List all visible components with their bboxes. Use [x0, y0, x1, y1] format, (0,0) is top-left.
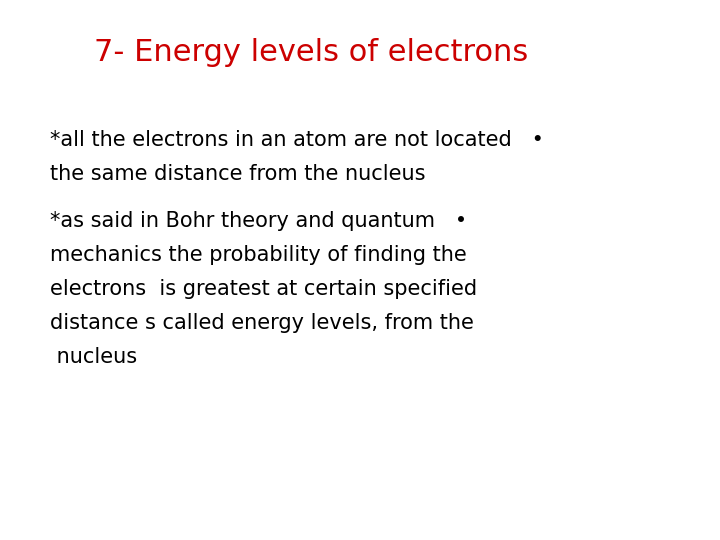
Text: electrons  is greatest at certain specified: electrons is greatest at certain specifi…	[50, 279, 477, 299]
Text: *all the electrons in an atom are not located   •: *all the electrons in an atom are not lo…	[50, 130, 544, 150]
Text: distance s called energy levels, from the: distance s called energy levels, from th…	[50, 313, 474, 333]
Text: *as said in Bohr theory and quantum   •: *as said in Bohr theory and quantum •	[50, 211, 467, 231]
Text: 7- Energy levels of electrons: 7- Energy levels of electrons	[94, 38, 528, 67]
Text: nucleus: nucleus	[50, 347, 138, 367]
Text: mechanics the probability of finding the: mechanics the probability of finding the	[50, 245, 467, 265]
Text: the same distance from the nucleus: the same distance from the nucleus	[50, 164, 426, 184]
